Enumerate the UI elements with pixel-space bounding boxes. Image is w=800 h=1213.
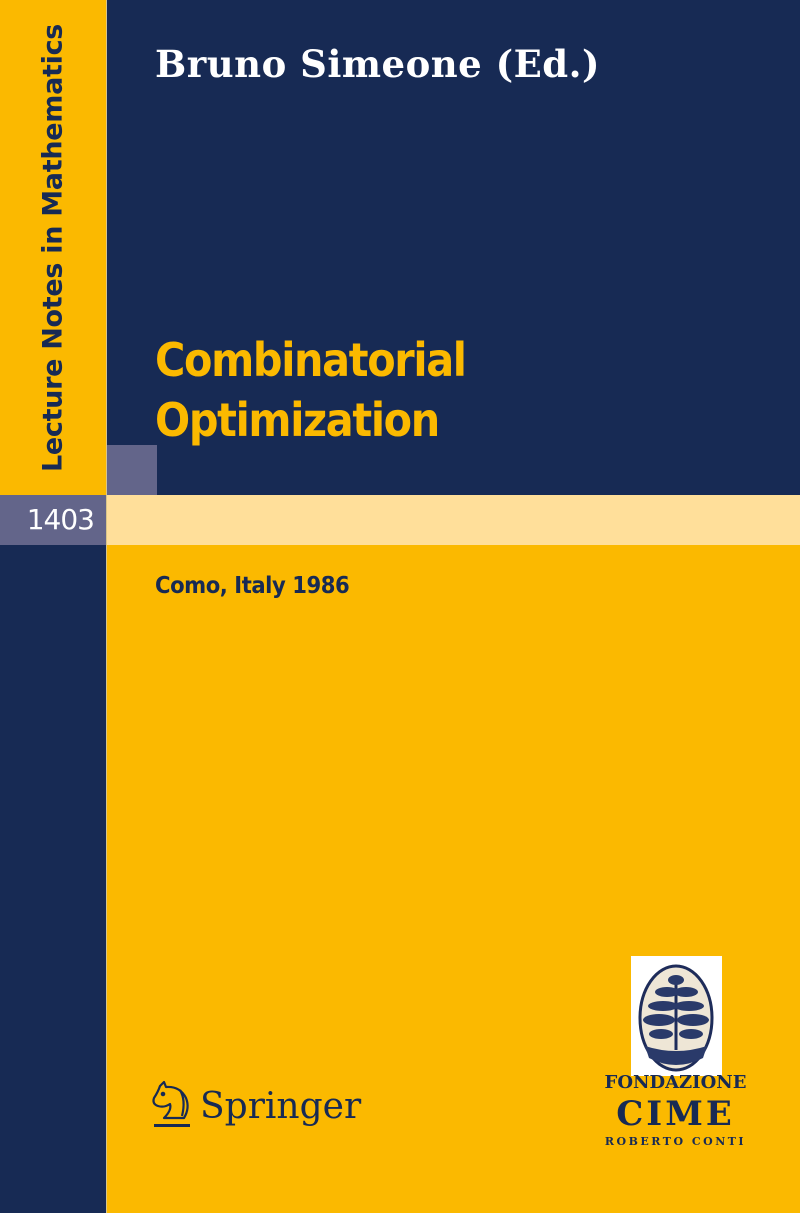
cime-line-2: CIME bbox=[616, 1094, 735, 1134]
cime-logo-text: Fondazione CIME Roberto Conti bbox=[598, 1071, 753, 1149]
divider bbox=[106, 0, 107, 1213]
cime-emblem bbox=[631, 956, 722, 1076]
editor: Bruno Simeone (Ed.) bbox=[155, 42, 601, 86]
title-line-1: Combinatorial bbox=[155, 333, 467, 387]
series-name: Lecture Notes in Mathematics bbox=[37, 23, 69, 473]
cime-line-3: Roberto Conti bbox=[604, 1135, 747, 1148]
volume-number: 1403 bbox=[26, 503, 95, 536]
header-navy-block bbox=[107, 0, 800, 495]
title-line-2: Optimization bbox=[155, 393, 440, 447]
springer-logo: Springer bbox=[150, 1080, 361, 1132]
publisher-name: Springer bbox=[200, 1085, 362, 1127]
cream-band bbox=[107, 495, 800, 545]
knight-horse-icon bbox=[152, 1080, 190, 1127]
book-title: Combinatorial Optimization bbox=[155, 330, 467, 450]
spine-navy-block bbox=[0, 545, 106, 1213]
gray-square bbox=[107, 445, 157, 495]
body-yellow-block bbox=[107, 545, 800, 1213]
cime-line-1: Fondazione bbox=[604, 1072, 747, 1093]
tree-emblem-icon bbox=[638, 964, 714, 1072]
place-year: Como, Italy 1986 bbox=[155, 573, 350, 599]
volume-band bbox=[0, 495, 106, 545]
spine-yellow-block bbox=[0, 0, 106, 495]
